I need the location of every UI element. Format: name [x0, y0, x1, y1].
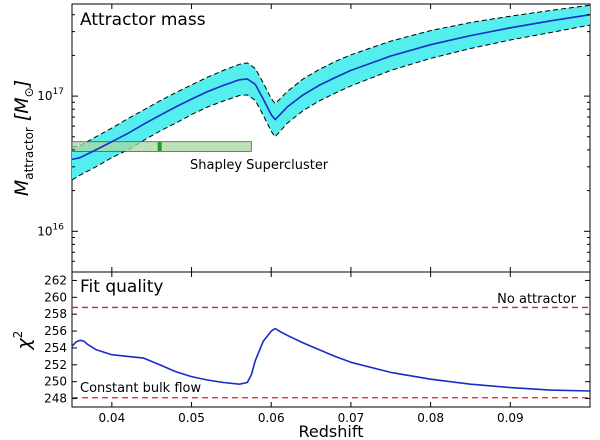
- mass-plot-area: [72, 4, 590, 181]
- fit-x-tick-label: 0.09: [497, 411, 524, 425]
- x-axis-label: Redshift: [299, 422, 364, 440]
- mass-y-tick-base: 10: [37, 89, 52, 103]
- mass-y-tick-exponent: 17: [53, 87, 64, 97]
- mass-y-tick-label: 1016: [37, 222, 64, 238]
- uncertainty-band: [72, 5, 590, 180]
- mass-y-tick-base: 10: [37, 224, 52, 238]
- fit-x-ticks: 0.04 0.05 0.06 0.07 0.08 0.09: [98, 272, 524, 425]
- fit-x-tick-label: 0.05: [178, 411, 205, 425]
- mass-panel: Attractor mass Shapley Supercluster 1016…: [11, 3, 591, 273]
- fit-x-tick-label: 0.04: [98, 411, 125, 425]
- mass-panel-frame: [71, 3, 591, 273]
- fit-x-tick-label: 0.08: [417, 411, 444, 425]
- constant-bulk-flow-label: Constant bulk flow: [80, 381, 201, 396]
- no-attractor-label: No attractor: [497, 292, 576, 307]
- fit-y-tick-label: 258: [44, 307, 67, 321]
- fit-y-tick-label: 248: [44, 392, 67, 406]
- chi2-series-line: [72, 327, 590, 392]
- fit-y-tick-label: 260: [44, 290, 67, 304]
- fit-y-tick-label: 262: [44, 273, 67, 287]
- fit-y-tick-label: 252: [44, 358, 67, 372]
- mass-y-label-sub: attractor: [22, 127, 36, 180]
- fit-y-axis-label: χ2: [11, 331, 35, 351]
- fit-y-label-main: χ: [13, 337, 35, 350]
- band-lower-edge: [72, 24, 590, 181]
- fit-y-tick-label: 254: [44, 341, 67, 355]
- mass-y-tick-exponent: 16: [53, 222, 65, 232]
- fit-panel-frame: [71, 271, 591, 408]
- mass-y-label-main: M: [11, 180, 33, 196]
- mass-y-label-unit: [M: [11, 97, 33, 121]
- fit-y-tick-label: 250: [44, 375, 67, 389]
- fit-plot-area: [72, 306, 590, 399]
- fit-panel: Fit quality No attractor Constant bulk f…: [11, 271, 591, 440]
- mass-y-tick-label: 1017: [37, 87, 64, 103]
- shapley-supercluster-marker: [157, 141, 162, 152]
- fit-x-tick-label: 0.06: [258, 411, 285, 425]
- fit-y-tick-label: 256: [44, 324, 67, 338]
- fit-y-ticks: 248 250 252 254 256 258 260 262: [44, 273, 590, 406]
- fit-panel-title: Fit quality: [80, 277, 164, 297]
- mass-y-label-unit-sub: ⊙: [22, 87, 36, 97]
- mass-panel-title: Attractor mass: [80, 10, 206, 30]
- mass-series-line: [72, 13, 590, 161]
- fit-y-label-sup: 2: [11, 331, 25, 339]
- mass-y-axis-label: Mattractor [M⊙]: [11, 80, 36, 196]
- fit-x-tick-label: 0.07: [338, 411, 365, 425]
- mass-y-label-unit-close: ]: [11, 80, 33, 88]
- shapley-supercluster-label: Shapley Supercluster: [190, 158, 329, 173]
- band-upper-edge: [72, 4, 590, 148]
